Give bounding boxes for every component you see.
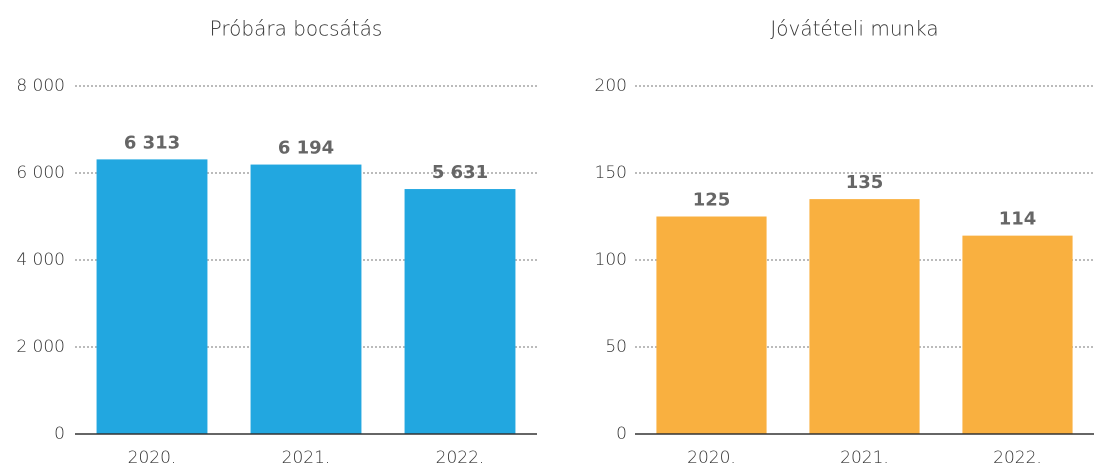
data-label: 6 194 bbox=[278, 138, 334, 159]
bar bbox=[250, 164, 362, 434]
data-label: 135 bbox=[846, 172, 884, 193]
bar bbox=[404, 189, 516, 434]
data-label: 125 bbox=[693, 190, 731, 211]
y-tick-label: 150 bbox=[595, 163, 627, 183]
bar bbox=[809, 199, 920, 434]
y-tick-label: 100 bbox=[595, 250, 627, 270]
x-tick-label: 2022. bbox=[993, 448, 1042, 468]
y-tick-label: 200 bbox=[595, 76, 627, 96]
y-tick-label: 50 bbox=[605, 337, 627, 357]
chart-title: Jóvátételi munka bbox=[770, 17, 938, 41]
data-label: 5 631 bbox=[432, 162, 488, 183]
bar bbox=[96, 159, 208, 434]
y-tick-label: 6 000 bbox=[16, 163, 65, 183]
data-label: 114 bbox=[999, 209, 1037, 230]
y-tick-label: 8 000 bbox=[16, 76, 65, 96]
x-tick-label: 2020. bbox=[687, 448, 736, 468]
x-tick-label: 2020. bbox=[128, 448, 177, 468]
x-tick-label: 2021. bbox=[282, 448, 331, 468]
bar bbox=[656, 216, 767, 434]
chart-title: Próbára bocsátás bbox=[210, 17, 383, 41]
data-label: 6 313 bbox=[124, 132, 180, 153]
y-tick-label: 4 000 bbox=[16, 250, 65, 270]
x-tick-label: 2021. bbox=[840, 448, 889, 468]
y-tick-label: 0 bbox=[616, 424, 627, 444]
x-tick-label: 2022. bbox=[436, 448, 485, 468]
bar bbox=[962, 235, 1073, 434]
y-tick-label: 2 000 bbox=[16, 337, 65, 357]
y-tick-label: 0 bbox=[54, 424, 65, 444]
